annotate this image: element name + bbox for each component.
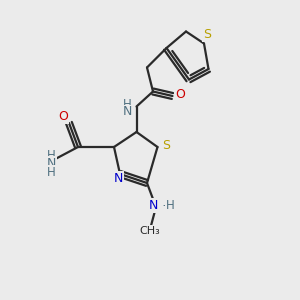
Text: H: H: [46, 166, 56, 179]
Text: N: N: [123, 105, 132, 119]
Text: H: H: [123, 98, 132, 111]
Text: N: N: [114, 172, 123, 185]
Text: N: N: [148, 199, 158, 212]
Text: S: S: [162, 139, 170, 152]
Text: H: H: [46, 148, 56, 162]
Text: CH₃: CH₃: [140, 226, 160, 236]
Text: N: N: [46, 157, 56, 170]
Text: H: H: [166, 199, 175, 212]
Text: O: O: [59, 110, 68, 124]
Text: -: -: [162, 199, 167, 212]
Text: S: S: [203, 28, 211, 41]
Text: O: O: [175, 88, 185, 101]
